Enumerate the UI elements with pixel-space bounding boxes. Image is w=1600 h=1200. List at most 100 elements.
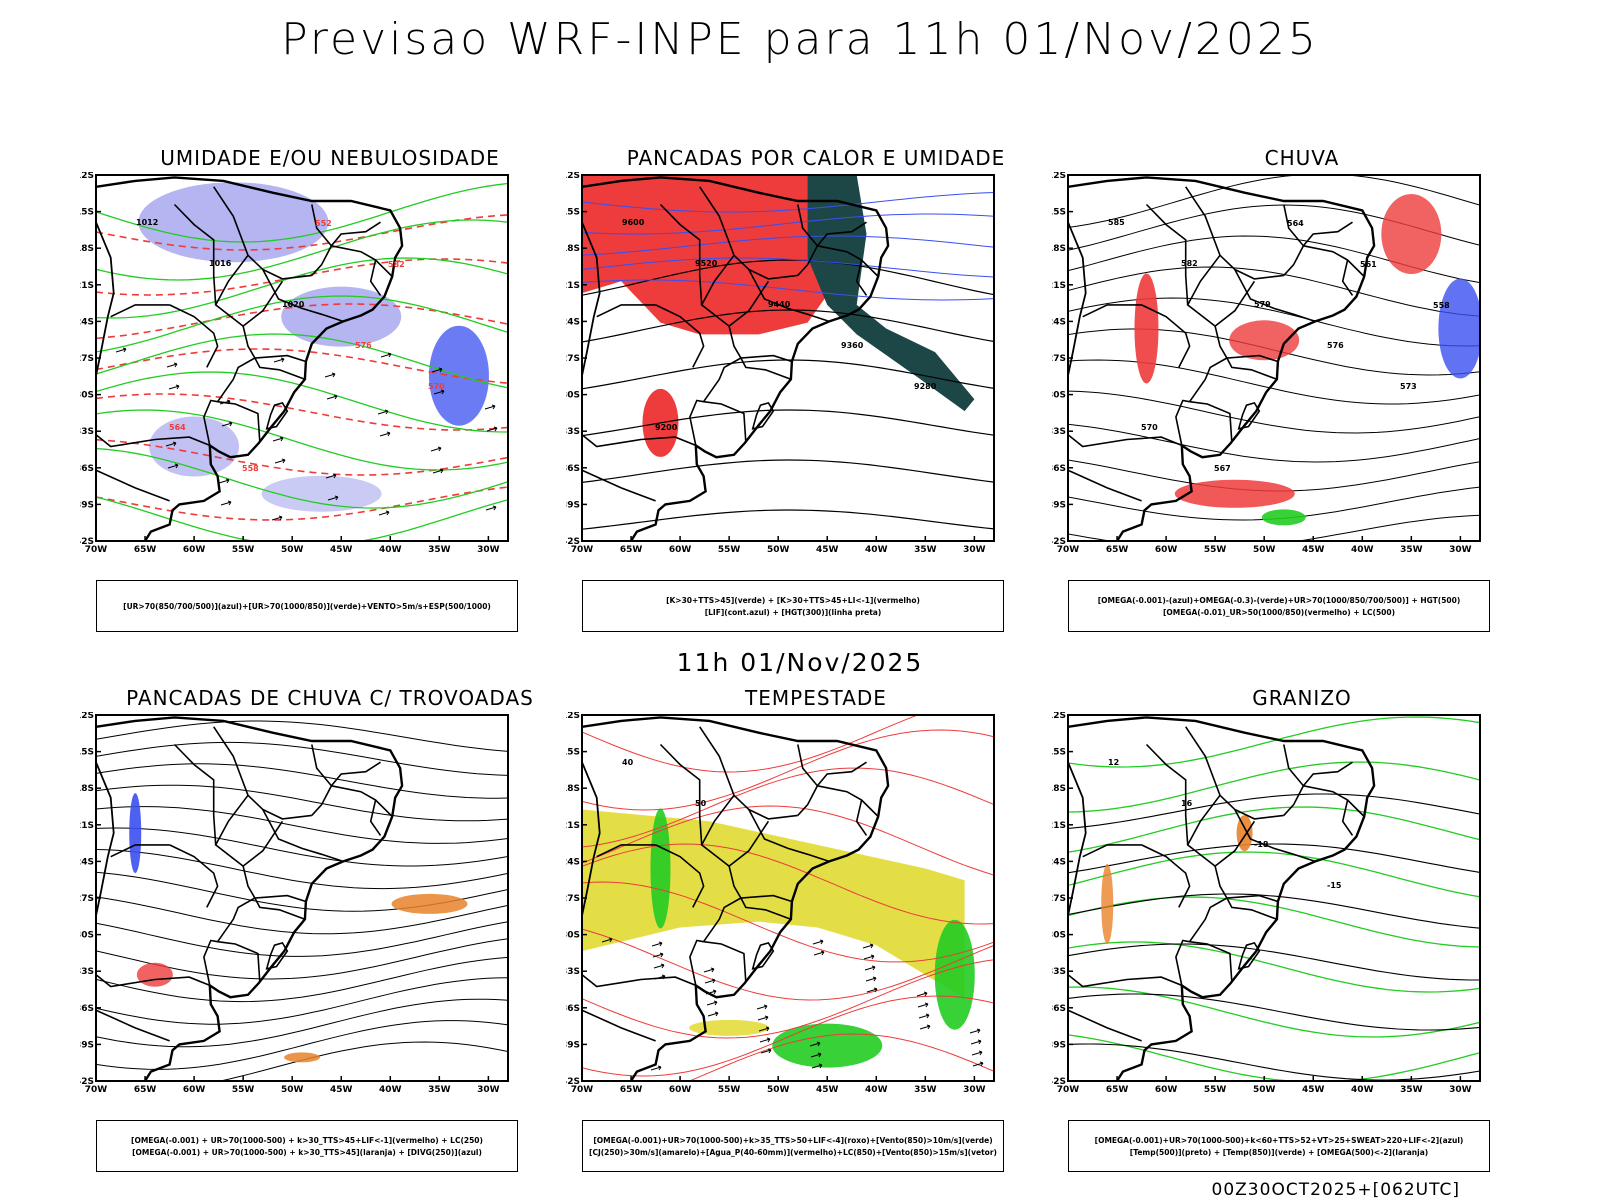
state-border — [655, 304, 705, 368]
plot-area: 40 50 — [582, 715, 994, 1081]
contour-label: 564 — [1287, 219, 1304, 228]
hgt300-contour — [582, 409, 994, 437]
lc250-streamline — [96, 956, 508, 1003]
lon-tick-label: 45W — [1302, 545, 1325, 555]
state-border — [740, 897, 792, 921]
lon-tick-label: 55W — [232, 545, 255, 555]
wind850-vector — [651, 941, 663, 947]
contour-label: 9200 — [655, 423, 678, 432]
humidity-field — [138, 182, 329, 263]
contour-label: 50 — [695, 799, 707, 808]
lc850-streamline — [582, 767, 994, 848]
contour-label: -15 — [1327, 881, 1342, 890]
state-border — [816, 761, 867, 787]
state-border — [1188, 897, 1228, 943]
temp500-contour — [1068, 843, 1480, 874]
state-border — [855, 259, 868, 296]
map-umidade: 1012 1016 1020 576 570 564 558 552 582 12S 15S 18S 2… — [80, 172, 580, 572]
contour-label: 582 — [1181, 259, 1198, 268]
wind850-vector — [864, 965, 876, 971]
temp850-contour — [1068, 1034, 1480, 1081]
state-border — [1175, 939, 1190, 986]
lat-tick-label: 39S — [1052, 500, 1066, 510]
instability-area — [582, 175, 847, 335]
state-border — [110, 304, 170, 318]
lon-tick-label: 30W — [477, 1085, 500, 1095]
lon-tick-label: 45W — [330, 1085, 353, 1095]
legend-line: [Temp(500)](preto) + [Temp(850)](verde) … — [1129, 1147, 1429, 1157]
panel-granizo: GRANIZO 12 16 -18 -15 12S 15S 18S 21S 24S 27S 30S 3… — [1052, 686, 1552, 1172]
lat-tick-label: 24S — [566, 317, 580, 327]
state-border — [689, 939, 704, 986]
state-border — [659, 743, 703, 845]
lc250-streamline — [96, 806, 508, 844]
lon-tick-label: 70W — [85, 545, 108, 555]
state-border — [816, 221, 867, 247]
contour-label: 570 — [428, 382, 445, 391]
state-border — [1145, 743, 1189, 845]
contour-label: 16 — [1181, 799, 1193, 808]
lat-tick-label: 15S — [80, 208, 94, 218]
country-border — [582, 761, 601, 916]
wind-vector — [271, 515, 283, 521]
wind850-vector — [601, 937, 613, 943]
wind850-vector — [970, 1039, 982, 1045]
map-svg: 585 582 579 576 573 570 567 564 561 558 12S 15S 18S 2… — [1052, 172, 1481, 555]
wind850-vector — [865, 976, 877, 982]
state-border — [582, 1009, 656, 1042]
state-border — [369, 799, 382, 836]
lc250-streamline — [96, 1020, 508, 1070]
wind850-vector — [757, 1015, 769, 1021]
state-border — [213, 726, 312, 820]
wind850-vector — [917, 1002, 929, 1008]
wind850-vector — [707, 1011, 719, 1017]
lc250-streamline — [96, 849, 508, 890]
state-border — [217, 940, 261, 982]
temp850-contour — [1068, 806, 1480, 853]
lat-tick-label: 18S — [80, 784, 94, 794]
legend-line: [OMEGA(-0.001)+UR>70(1000-500)+k>35_TTS>… — [593, 1135, 993, 1145]
lat-tick-label: 39S — [80, 500, 94, 510]
state-border — [1185, 726, 1284, 820]
state-border — [217, 400, 261, 442]
panel-title: UMIDADE E/OU NEBULOSIDADE — [160, 146, 500, 170]
lc250-streamline — [96, 896, 508, 935]
country-border — [582, 221, 601, 376]
state-border — [700, 794, 770, 868]
lon-tick-label: 50W — [281, 1085, 304, 1095]
lon-tick-label: 30W — [477, 545, 500, 555]
lat-tick-label: 18S — [80, 244, 94, 254]
contour-label: 561 — [1360, 260, 1377, 269]
state-border — [1303, 245, 1365, 278]
wind-vector — [379, 431, 391, 437]
lon-tick-label: 45W — [816, 545, 839, 555]
country-border — [96, 221, 115, 376]
lat-tick-label: 27S — [80, 894, 94, 904]
lon-tick-label: 55W — [718, 1085, 741, 1095]
wind-vector — [380, 352, 392, 358]
hgt500-streamline — [1068, 175, 1480, 228]
lon-tick-label: 35W — [914, 1085, 937, 1095]
lif-contour — [582, 192, 994, 213]
state-border — [703, 940, 747, 982]
lat-tick-label: 12S — [1052, 172, 1066, 181]
state-border — [1141, 844, 1191, 908]
lc850-streamline — [582, 995, 994, 1077]
contour-label: 579 — [1254, 300, 1271, 309]
temp850-contour — [1068, 761, 1480, 813]
lon-tick-label: 60W — [669, 1085, 692, 1095]
storm-orange-area — [284, 1052, 320, 1063]
state-border — [1186, 254, 1256, 328]
lon-tick-label: 30W — [1449, 545, 1472, 555]
lon-tick-label: 35W — [428, 1085, 451, 1095]
lat-tick-label: 12S — [566, 712, 580, 721]
lon-tick-label: 60W — [183, 545, 206, 555]
coastline — [582, 716, 890, 1081]
state-border — [1145, 203, 1189, 305]
lat-tick-label: 15S — [566, 208, 580, 218]
lat-tick-label: 33S — [1052, 427, 1066, 437]
wind-vector — [327, 495, 339, 501]
hgt300-contour — [582, 509, 994, 530]
state-border — [110, 844, 170, 858]
lat-tick-label: 36S — [566, 464, 580, 474]
